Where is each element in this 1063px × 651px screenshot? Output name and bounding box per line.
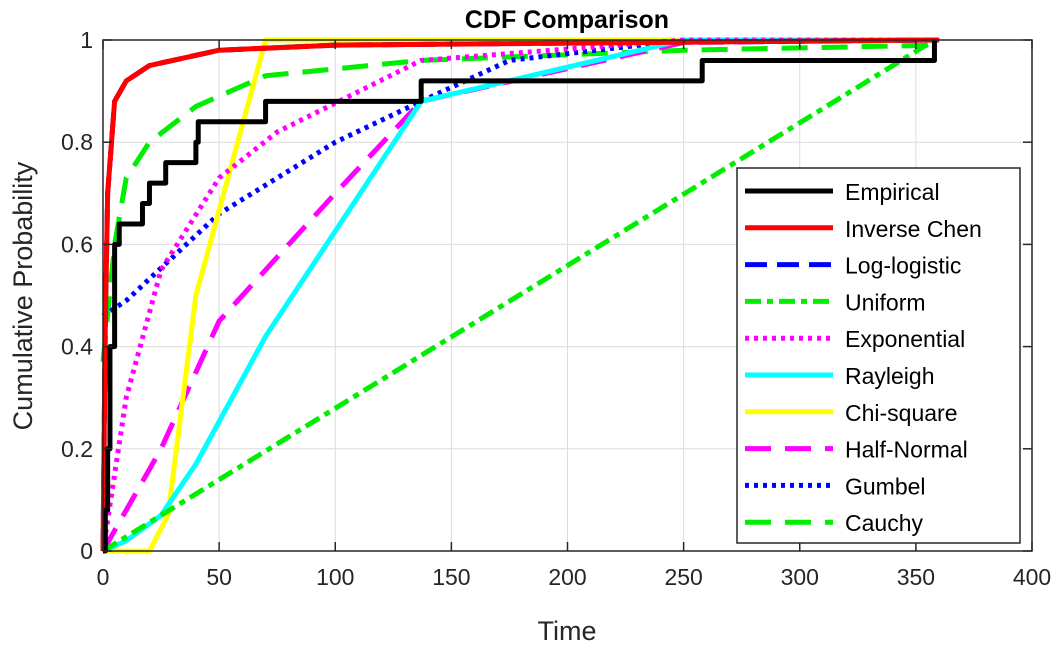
legend-label: Log-logistic: [845, 253, 961, 279]
legend-label: Rayleigh: [845, 363, 935, 389]
series-exponential: [100, 37, 940, 552]
x-axis-label: Time: [538, 616, 597, 646]
y-axis-label: Cumulative Probability: [8, 161, 38, 430]
x-tick-label: 400: [1013, 564, 1051, 590]
x-tick-label: 200: [548, 564, 586, 590]
series-inverse-chen: [100, 37, 940, 552]
legend-label: Inverse Chen: [845, 216, 982, 242]
legend-label: Gumbel: [845, 473, 926, 499]
legend: Empirical Inverse Chen Log-logistic Uniform…: [736, 167, 1021, 544]
x-tick-label: 150: [432, 564, 470, 590]
legend-label: Exponential: [845, 326, 965, 352]
legend-label: Chi-square: [845, 400, 958, 426]
y-tick-label: 0.6: [61, 231, 93, 257]
y-tick-label: 0.4: [61, 334, 93, 360]
y-tick-label: 1: [80, 27, 93, 53]
y-tick-label: 0.2: [61, 436, 93, 462]
ticks: 0 50 100 150 200 250 300 350 400 0 0.2 0.4 0.6 0.8 1: [61, 27, 1051, 590]
y-tick-label: 0.8: [61, 129, 93, 155]
legend-label: Uniform: [845, 289, 926, 315]
x-tick-label: 50: [206, 564, 232, 590]
legend-label: Half-Normal: [845, 437, 968, 463]
legend-label: Empirical: [845, 179, 940, 205]
legend-box: [736, 167, 1021, 544]
x-tick-label: 100: [316, 564, 354, 590]
chart-title: CDF Comparison: [465, 6, 669, 34]
legend-label: Cauchy: [845, 510, 923, 536]
x-tick-label: 350: [897, 564, 935, 590]
x-tick-label: 250: [664, 564, 702, 590]
series-rayleigh: [101, 37, 940, 554]
x-tick-label: 300: [781, 564, 819, 590]
x-tick-label: 0: [97, 564, 110, 590]
y-tick-label: 0: [80, 538, 93, 564]
series-uniform: [101, 37, 936, 554]
